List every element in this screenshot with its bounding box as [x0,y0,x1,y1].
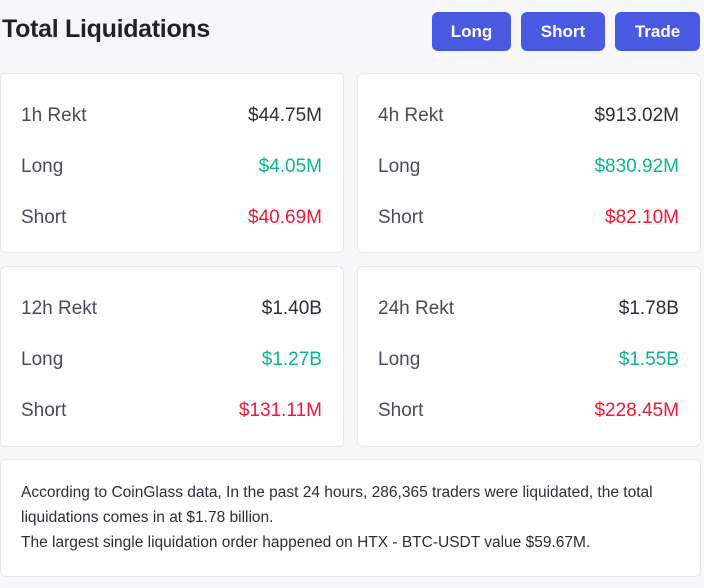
long-value: $830.92M [594,156,679,177]
liquidation-summary: According to CoinGlass data, In the past… [0,459,701,577]
card-long-row: Long $830.92M [378,153,679,181]
short-value: $82.10M [605,207,679,228]
long-value: $1.27B [261,349,322,370]
long-label: Long [21,349,64,370]
long-label: Long [378,156,421,177]
card-title: 4h Rekt [378,105,444,126]
card-long-row: Long $4.05M [21,153,322,181]
short-button[interactable]: Short [521,12,605,51]
card-title: 1h Rekt [21,105,87,126]
short-label: Short [378,207,424,228]
trade-button[interactable]: Trade [615,12,700,51]
card-title: 12h Rekt [21,298,98,319]
long-button[interactable]: Long [432,12,511,51]
card-1h-rekt: 1h Rekt $44.75M Long $4.05M Short $40.69… [0,73,344,253]
card-short-row: Short $82.10M [378,204,679,232]
long-value: $4.05M [258,156,322,177]
card-total-value: $1.78B [618,298,679,319]
header: Total Liquidations Long Short Trade [0,0,704,62]
card-short-row: Short $131.11M [21,397,322,425]
short-value: $40.69M [248,207,322,228]
page-title: Total Liquidations [2,15,211,43]
short-label: Short [21,400,67,421]
long-label: Long [378,349,421,370]
card-4h-rekt: 4h Rekt $913.02M Long $830.92M Short $82… [357,73,701,253]
card-total-row: 4h Rekt $913.02M [378,102,679,130]
card-total-value: $913.02M [594,105,679,126]
card-title: 24h Rekt [378,298,455,319]
long-value: $1.55B [618,349,679,370]
summary-line-1: According to CoinGlass data, In the past… [21,484,653,526]
card-total-row: 1h Rekt $44.75M [21,102,322,130]
card-short-row: Short $40.69M [21,204,322,232]
short-label: Short [378,400,424,421]
long-label: Long [21,156,64,177]
card-24h-rekt: 24h Rekt $1.78B Long $1.55B Short $228.4… [357,266,701,447]
short-value: $131.11M [238,400,322,421]
card-long-row: Long $1.55B [378,346,679,374]
summary-line-2: The largest single liquidation order hap… [21,534,591,551]
card-12h-rekt: 12h Rekt $1.40B Long $1.27B Short $131.1… [0,266,344,447]
short-value: $228.45M [594,400,679,421]
card-total-value: $1.40B [261,298,322,319]
short-label: Short [21,207,67,228]
card-total-row: 12h Rekt $1.40B [21,295,322,323]
card-short-row: Short $228.45M [378,397,679,425]
card-total-row: 24h Rekt $1.78B [378,295,679,323]
card-long-row: Long $1.27B [21,346,322,374]
card-total-value: $44.75M [248,105,322,126]
